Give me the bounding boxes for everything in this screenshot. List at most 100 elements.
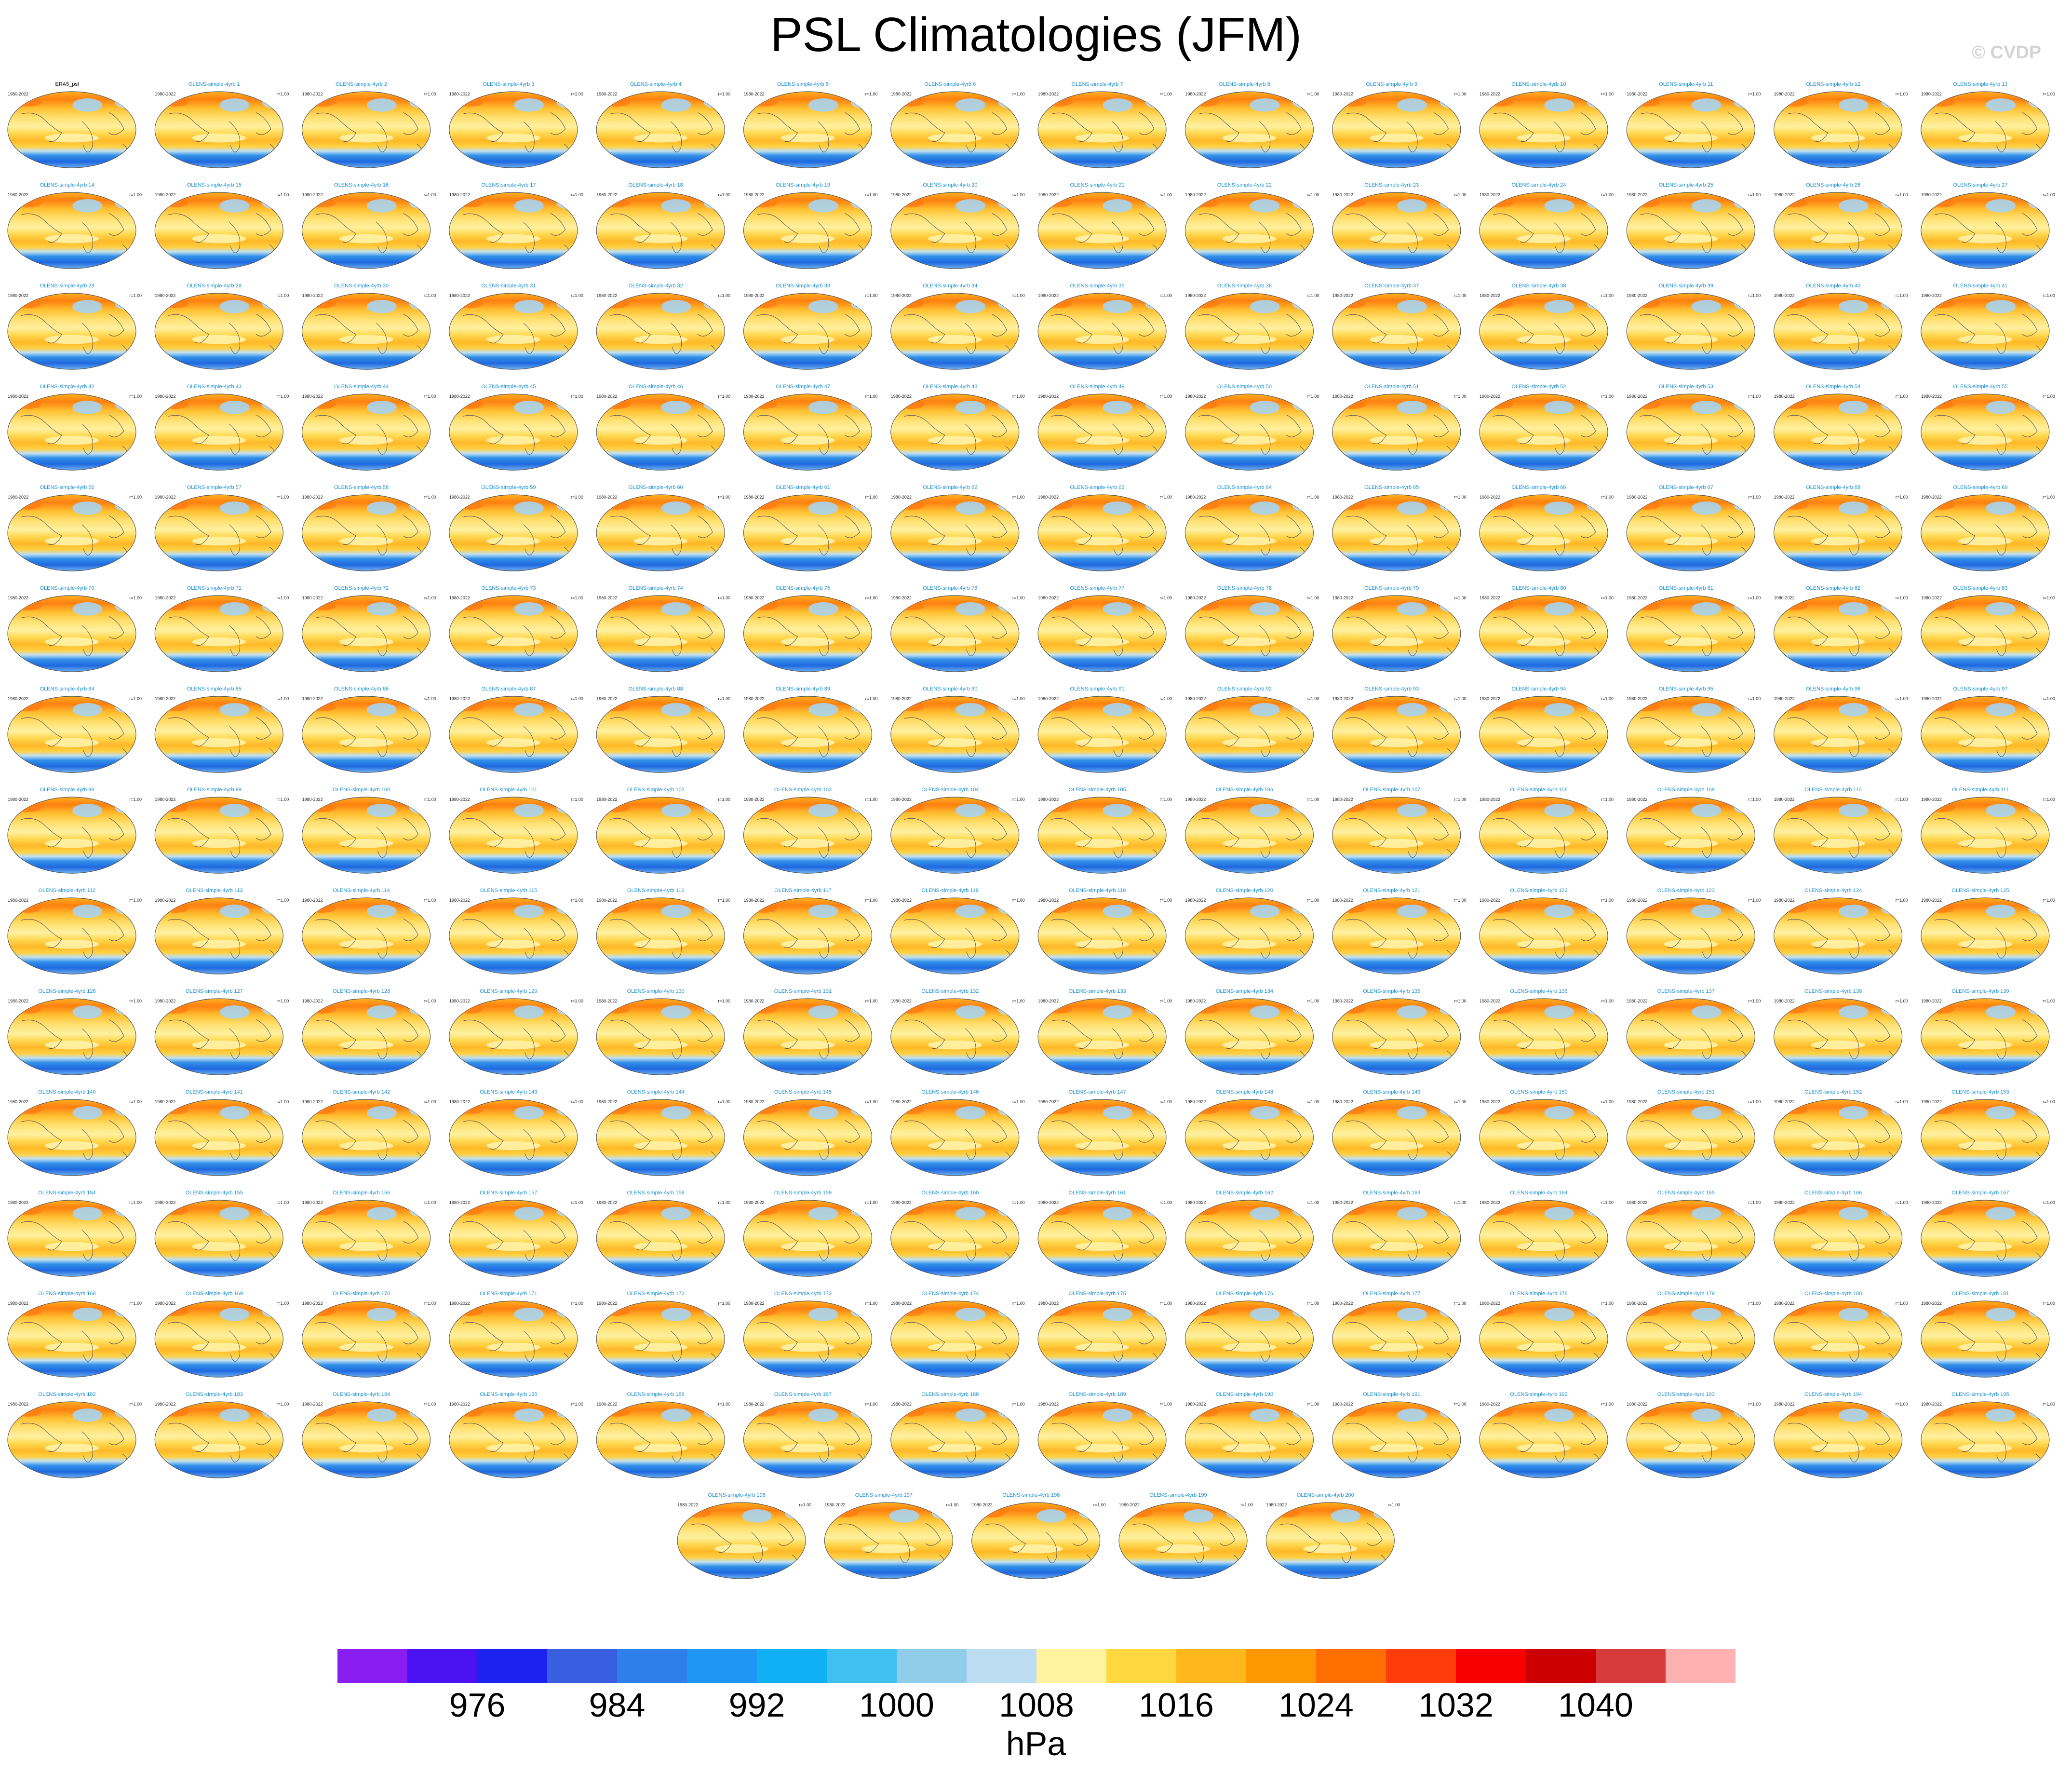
panel-title: OLENS-simple-4yrb 104 [921,787,979,793]
panel-title: OLENS-simple-4yrb 112 [39,888,95,893]
panel-years: 1980-2022 [744,192,765,197]
panel-r-value: r=1.00 [1307,999,1319,1003]
panel-title: OLENS-simple-4yrb 46 [629,384,683,390]
panel-title: OLENS-simple-4yrb 102 [627,787,685,793]
panel-years: 1980-2022 [302,797,323,802]
map-field [1479,494,1608,571]
panel-title: OLENS-simple-4yrb 146 [921,1089,979,1095]
map-field [971,1502,1101,1579]
panel-years: 1980-2022 [155,1301,175,1306]
panel-r-value: r=1.00 [1601,1402,1614,1407]
panel-title: OLENS-simple-4yrb 97 [1953,686,2007,692]
panel-title: OLENS-simple-4yrb 148 [1216,1089,1273,1095]
map-panel: OLENS-simple-4yrb 174 1980-2022 r=1.00 [890,1291,1025,1378]
map-panel: OLENS-simple-4yrb 176 1980-2022 r=1.00 [1184,1291,1319,1378]
panel-r-value: r=1.00 [718,898,730,903]
colorbar-swatch [1526,1649,1596,1683]
panel-r-value: r=1.00 [277,92,289,96]
map-panel: OLENS-simple-4yrb 60 1980-2022 r=1.00 [596,485,730,571]
map-field [154,595,283,672]
map-field [1921,1401,2050,1478]
panel-title: OLENS-simple-4yrb 38 [1511,283,1566,289]
panel-title: OLENS-simple-4yrb 16 [334,182,389,188]
map-panel: OLENS-simple-4yrb 157 1980-2022 r=1.00 [449,1190,583,1277]
panel-title: OLENS-simple-4yrb 115 [480,888,537,893]
panel-years: 1980-2022 [302,1402,323,1407]
panel-years: 1980-2022 [1921,92,1942,96]
map-field [1037,1300,1167,1378]
map-panel: OLENS-simple-4yrb 113 1980-2022 r=1.00 [154,888,289,974]
panel-title: OLENS-simple-4yrb 2 [336,81,387,87]
panel-years: 1980-2022 [449,596,470,600]
panel-years: 1980-2022 [449,696,470,701]
map-field [890,1300,1020,1378]
panel-r-value: r=1.00 [571,293,583,298]
map-panel: OLENS-simple-4yrb 91 1980-2022 r=1.00 [1037,686,1172,773]
map-panel: OLENS-simple-4yrb 63 1980-2022 r=1.00 [1037,485,1172,571]
map-panel: OLENS-simple-4yrb 6 1980-2022 r=1.00 [890,81,1025,168]
panel-title: OLENS-simple-4yrb 141 [186,1089,243,1095]
panel-title: OLENS-simple-4yrb 13 [1953,81,2007,87]
map-panel: OLENS-simple-4yrb 35 1980-2022 r=1.00 [1037,283,1172,370]
panel-years: 1980-2022 [1038,999,1059,1003]
panel-years: 1980-2022 [1480,797,1500,802]
panel-title: OLENS-simple-4yrb 57 [187,485,242,490]
panel-r-value: r=1.00 [1601,293,1614,298]
panel-title: OLENS-simple-4yrb 59 [481,485,536,490]
map-field [1921,293,2050,370]
map-field [1774,91,1903,168]
map-field [1037,1401,1167,1478]
panel-title: OLENS-simple-4yrb 101 [480,787,537,793]
panel-r-value: r=1.00 [718,495,730,500]
map-panel: OLENS-simple-4yrb 131 1980-2022 r=1.00 [743,988,878,1075]
map-panel: OLENS-simple-4yrb 31 1980-2022 r=1.00 [449,283,583,370]
panel-title: OLENS-simple-4yrb 86 [334,686,389,692]
map-panel: OLENS-simple-4yrb 7 1980-2022 r=1.00 [1037,81,1172,168]
map-panel: OLENS-simple-4yrb 36 1980-2022 r=1.00 [1184,283,1319,370]
panel-r-value: r=1.00 [1012,1301,1025,1306]
panel-r-value: r=1.00 [2043,293,2055,298]
panel-r-value: r=1.00 [865,898,878,903]
panel-title: OLENS-simple-4yrb 64 [1217,485,1272,490]
panel-title: OLENS-simple-4yrb 4 [630,81,682,87]
panel-title: OLENS-simple-4yrb 24 [1511,182,1566,188]
panel-title: OLENS-simple-4yrb 130 [627,988,685,994]
map-field [1184,998,1314,1075]
map-field [302,1401,431,1478]
panel-years: 1980-2022 [8,1402,28,1407]
panel-r-value: r=1.00 [1012,696,1025,701]
map-field [596,696,725,773]
panel-years: 1980-2022 [891,797,912,802]
map-field [1921,1300,2050,1378]
map-panel: OLENS-simple-4yrb 4 1980-2022 r=1.00 [596,81,730,168]
panel-title: OLENS-simple-4yrb 199 [1149,1492,1207,1498]
panel-title: OLENS-simple-4yrb 58 [334,485,389,490]
panel-years: 1980-2022 [744,394,765,399]
map-field [596,1200,725,1277]
panel-years: 1980-2022 [302,1200,323,1205]
map-panel: OLENS-simple-4yrb 100 1980-2022 r=1.00 [302,787,436,874]
panel-title: OLENS-simple-4yrb 103 [774,787,832,793]
panel-r-value: r=1.00 [1093,1502,1106,1507]
colorbar-swatch [337,1649,407,1683]
panel-r-value: r=1.00 [2043,394,2055,399]
panel-r-value: r=1.00 [571,192,583,197]
panel-title: OLENS-simple-4yrb 136 [1510,988,1567,994]
panel-title: OLENS-simple-4yrb 134 [1216,988,1273,994]
panel-years: 1980-2022 [1332,1301,1353,1306]
map-panel: OLENS-simple-4yrb 154 1980-2022 r=1.00 [7,1190,142,1277]
map-panel: OLENS-simple-4yrb 128 1980-2022 r=1.00 [302,988,436,1075]
map-panel: OLENS-simple-4yrb 93 1980-2022 r=1.00 [1332,686,1467,773]
map-panel: OLENS-simple-4yrb 86 1980-2022 r=1.00 [302,686,436,773]
map-field [7,696,136,773]
panel-title: OLENS-simple-4yrb 150 [1510,1089,1567,1095]
panel-title: OLENS-simple-4yrb 152 [1804,1089,1862,1095]
panel-r-value: r=1.00 [1749,293,1761,298]
panel-title: OLENS-simple-4yrb 153 [1951,1089,2009,1095]
panel-r-value: r=1.00 [865,596,878,600]
panel-years: 1980-2022 [1627,293,1647,298]
panel-r-value: r=1.00 [1749,596,1761,600]
map-field [1184,797,1314,874]
panel-title: OLENS-simple-4yrb 99 [187,787,242,793]
map-field [743,897,873,974]
